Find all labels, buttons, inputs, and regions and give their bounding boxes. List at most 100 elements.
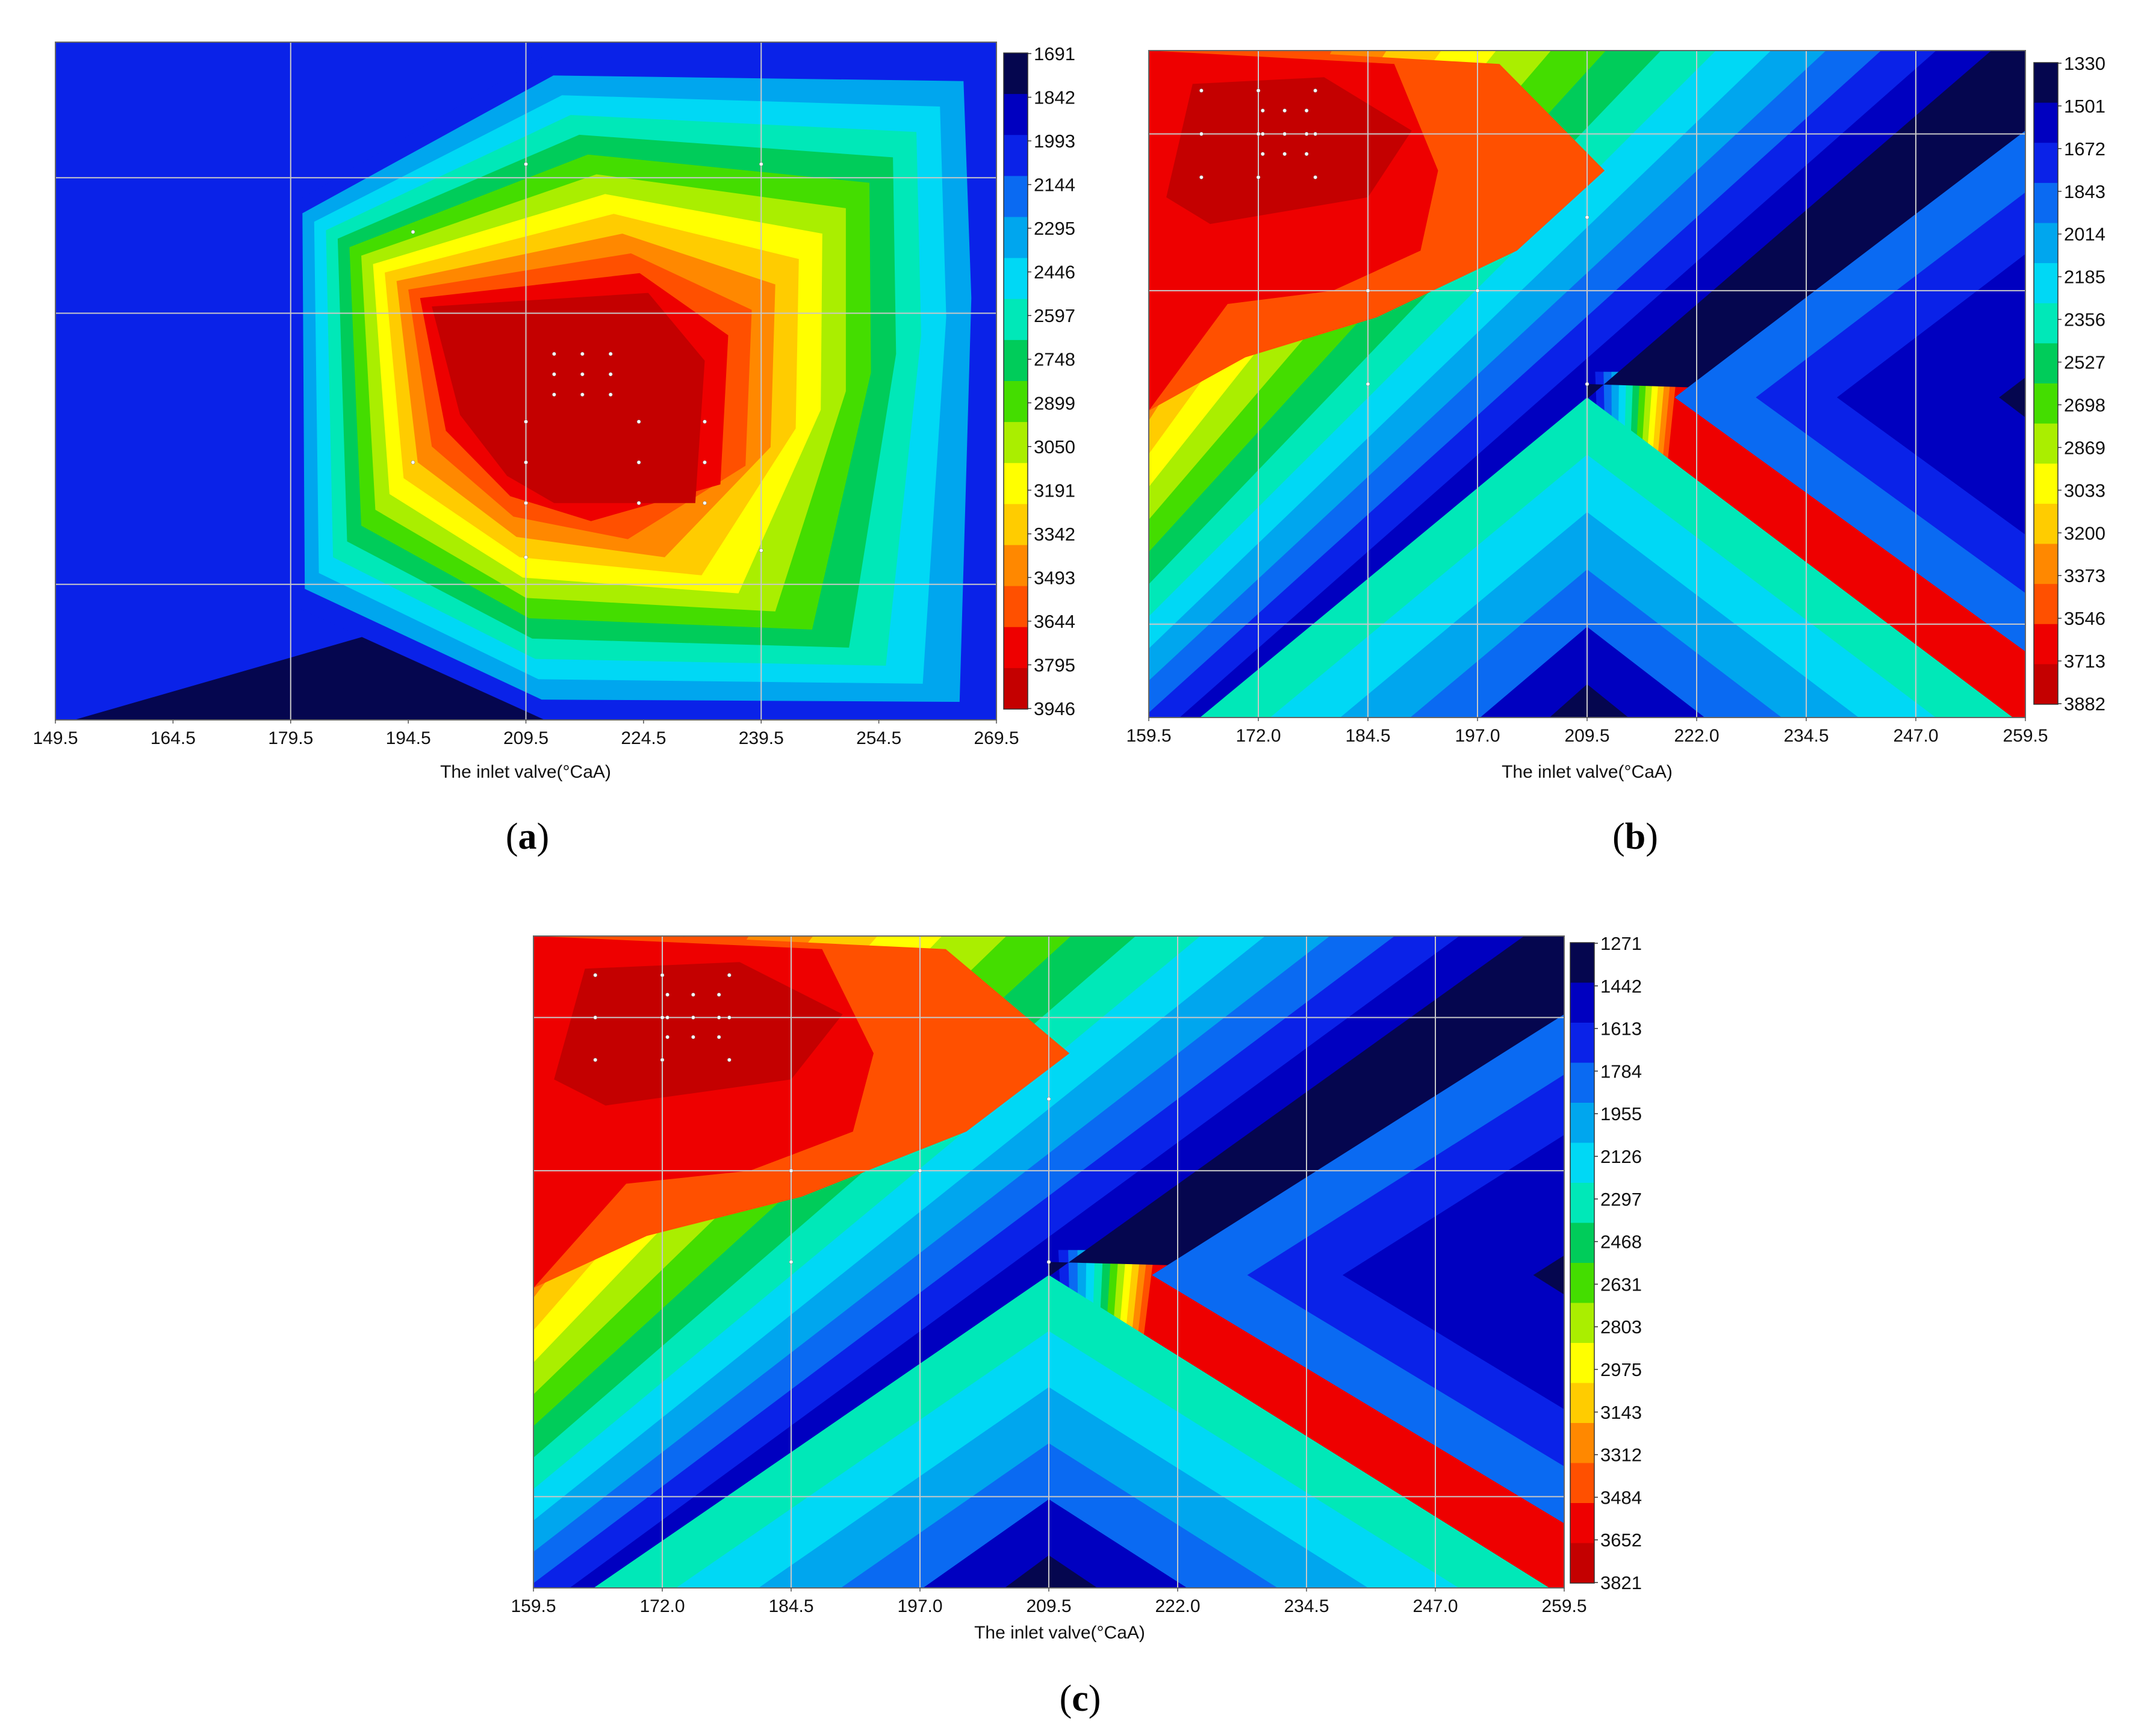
- colorbar-tick-label: 3200: [2064, 522, 2105, 544]
- x-tick-label: 197.0: [1455, 726, 1500, 746]
- colorbar-tick-label: 1442: [1600, 976, 1642, 997]
- sample-point: [1260, 152, 1265, 157]
- panel-c-grid: [533, 936, 1564, 1588]
- sample-point: [608, 352, 613, 356]
- colorbar-swatch: [2034, 63, 2058, 104]
- sample-point: [691, 993, 695, 997]
- sample-point: [759, 548, 763, 553]
- colorbar-tick-label: 1330: [2064, 53, 2105, 74]
- colorbar-swatch: [1004, 627, 1028, 669]
- contour-band: [923, 1499, 1187, 1588]
- panel-b-x-axis: 159.5 172.0 184.5 197.0 209.5 222.0 234.5 247.0…: [1126, 718, 2048, 746]
- colorbar-swatch: [1570, 1463, 1594, 1504]
- panel-b-x-axis-label: The inlet valve(°CaA): [1502, 762, 1673, 782]
- colorbar-swatch: [1004, 422, 1028, 463]
- colorbar-swatch: [2034, 343, 2058, 384]
- x-tick-label: 149.5: [33, 728, 78, 748]
- sample-point: [1282, 132, 1287, 136]
- colorbar-tick-label: 1842: [1034, 87, 1075, 108]
- sample-point: [660, 973, 665, 978]
- colorbar-swatch: [1570, 1383, 1594, 1424]
- sample-point: [593, 1015, 598, 1020]
- sample-point: [1260, 132, 1265, 136]
- x-tick-label: 209.5: [1564, 726, 1609, 746]
- colorbar-tick-label: 1784: [1600, 1061, 1642, 1082]
- colorbar-tick-label: 3652: [1600, 1530, 1642, 1551]
- colorbar-swatch: [1004, 668, 1028, 710]
- sample-point: [1046, 1260, 1051, 1264]
- contour-band: [1549, 684, 1629, 718]
- colorbar-tick-label: 2126: [1600, 1146, 1642, 1167]
- sample-point: [1256, 88, 1261, 93]
- colorbar-swatch: [2034, 223, 2058, 264]
- sample-point: [411, 460, 415, 465]
- colorbar-swatch: [1570, 982, 1594, 1023]
- colorbar-swatch: [1570, 1142, 1594, 1183]
- panel-a-label: (a): [506, 816, 549, 857]
- sample-point: [524, 501, 528, 505]
- sample-point: [1260, 108, 1265, 113]
- colorbar-swatch: [1004, 94, 1028, 135]
- sample-point: [1475, 288, 1480, 293]
- colorbar-tick-label: 2698: [2064, 394, 2105, 415]
- x-tick-label: 184.5: [1345, 726, 1390, 746]
- colorbar-tick-label: 2631: [1600, 1274, 1642, 1295]
- sample-point: [691, 1015, 695, 1020]
- panel-a-contours: [55, 42, 996, 720]
- colorbar-swatch: [1004, 176, 1028, 217]
- colorbar-swatch: [1570, 1343, 1594, 1383]
- sample-point: [524, 460, 528, 465]
- sample-point: [524, 162, 528, 166]
- sample-point: [665, 1015, 670, 1020]
- colorbar-tick-label: 2297: [1600, 1189, 1642, 1210]
- x-tick-label: 172.0: [639, 1596, 685, 1616]
- panel-b-colorbar: 1330 1501 1672 1843 2014 2185 2356 2527 2698 2869…: [2033, 53, 2105, 715]
- sample-point: [524, 420, 528, 424]
- colorbar-tick-label: 1993: [1034, 131, 1075, 152]
- sample-point: [716, 993, 721, 997]
- colorbar-swatch: [1004, 258, 1028, 300]
- x-tick-label: 159.5: [1126, 726, 1171, 746]
- x-tick-label: 224.5: [621, 728, 666, 748]
- panel-a-x-axis: 149.5 164.5 179.5 194.5 209.5 224.5 239.5 254.5…: [33, 720, 1019, 748]
- colorbar-swatch: [2034, 143, 2058, 184]
- colorbar-swatch: [1004, 586, 1028, 628]
- sample-point: [1304, 132, 1309, 136]
- colorbar-tick-label: 3143: [1600, 1402, 1642, 1423]
- colorbar-swatch: [2034, 263, 2058, 304]
- x-tick-label: 234.5: [1783, 726, 1829, 746]
- sample-point: [608, 392, 613, 397]
- panel-c-x-axis: 159.5 172.0 184.5 197.0 209.5 222.0 234.5 247.0…: [511, 1588, 1587, 1616]
- colorbar-swatch: [1004, 339, 1028, 382]
- sample-point: [1304, 108, 1309, 113]
- colorbar-swatch: [1004, 381, 1028, 423]
- sample-point: [789, 1260, 794, 1264]
- colorbar-swatch: [1004, 463, 1028, 504]
- colorbar-swatch: [1570, 943, 1594, 983]
- sample-point: [1366, 288, 1370, 293]
- sample-point: [918, 1168, 922, 1173]
- sample-point: [580, 352, 585, 356]
- panel-a-grid: [55, 42, 996, 720]
- colorbar-swatch: [1570, 1423, 1594, 1463]
- sample-point: [1585, 382, 1589, 386]
- contour-band: [1999, 377, 2025, 418]
- sample-point: [552, 392, 556, 397]
- sample-point: [1585, 215, 1589, 220]
- sample-point: [716, 1015, 721, 1020]
- contour-band: [1918, 315, 2025, 477]
- x-tick-label: 239.5: [739, 728, 784, 748]
- sample-point: [691, 1035, 695, 1040]
- colorbar-tick-label: 3644: [1034, 611, 1075, 632]
- sample-point: [1282, 108, 1287, 113]
- colorbar-tick-label: 3373: [2064, 565, 2105, 586]
- panel-b-sample-points: [1199, 88, 1589, 386]
- panel-a-sample-points: [411, 162, 763, 560]
- colorbar-tick-label: 2295: [1034, 218, 1075, 239]
- sample-point: [552, 352, 556, 356]
- x-tick-label: 179.5: [268, 728, 313, 748]
- x-tick-label: 259.5: [2003, 726, 2048, 746]
- sample-point: [636, 420, 641, 424]
- sample-point: [703, 460, 707, 465]
